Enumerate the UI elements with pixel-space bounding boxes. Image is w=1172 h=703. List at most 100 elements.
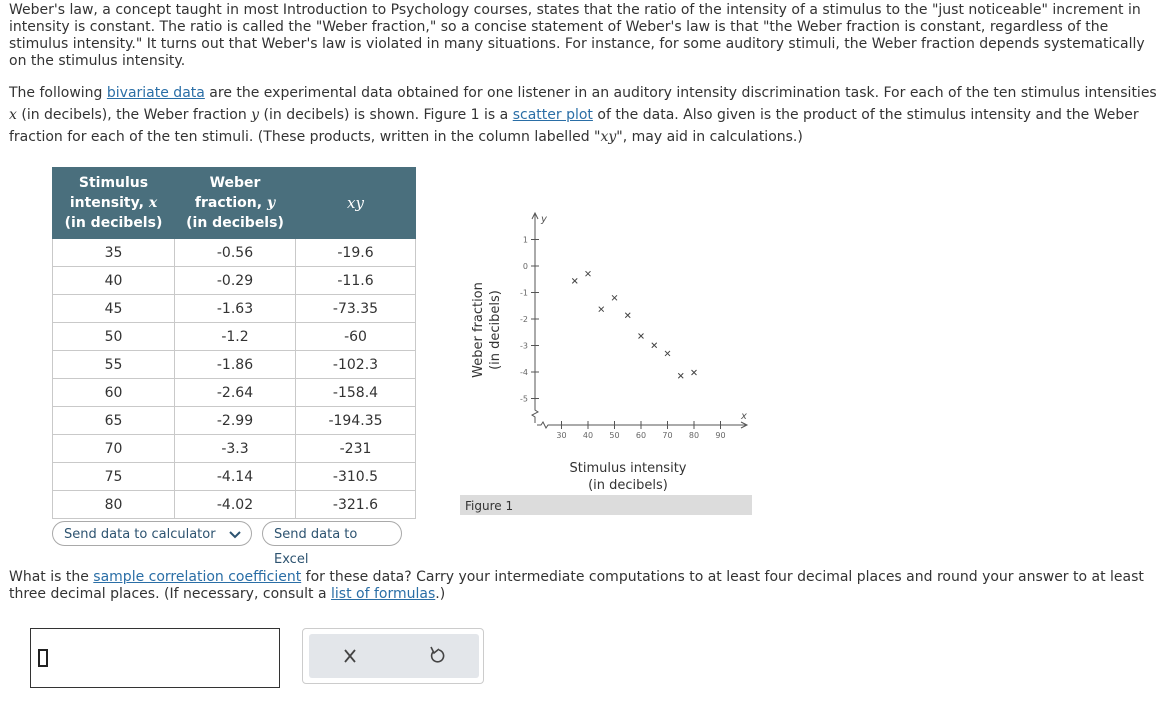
data-point xyxy=(651,342,658,349)
text: of the data. Also given is the product o… xyxy=(9,107,1139,145)
description: The following bivariate data are the exp… xyxy=(9,82,1159,148)
table-cell: -4.14 xyxy=(174,462,296,491)
table-row: 60 -2.64 -158.4 xyxy=(52,378,416,407)
button-label: Send data to Excel xyxy=(274,527,358,567)
header-cell: Weber fraction, y (in decibels) xyxy=(174,167,296,239)
text: are the experimental data obtained for o… xyxy=(204,85,1157,101)
x-axis-symbol: x xyxy=(740,411,747,422)
table-row: 55 -1.86 -102.3 xyxy=(52,350,416,379)
x-tick-label: 50 xyxy=(609,431,619,440)
text: intensity, xyxy=(69,195,149,211)
y-tick-label: -2 xyxy=(520,315,528,324)
data-table: Stimulus intensity, x (in decibels) Weber f… xyxy=(52,167,416,519)
link[interactable]: bivariate data xyxy=(106,85,205,101)
math: y xyxy=(251,107,260,123)
scatter-figure: Figure 1 Weber fraction (in decibels) St… xyxy=(460,211,752,515)
x-tick-label: 80 xyxy=(689,431,699,440)
math: x xyxy=(148,195,158,211)
table-row: 80 -4.02 -321.6 xyxy=(52,490,416,519)
table-row: 70 -3.3 -231 xyxy=(52,434,416,463)
action-bar xyxy=(309,634,479,678)
math: xy xyxy=(600,129,617,145)
table-cell: -1.86 xyxy=(174,350,296,379)
y-tick-label: -5 xyxy=(520,395,528,404)
header-row: Stimulus intensity, x (in decibels) Weber f… xyxy=(52,167,416,239)
data-point xyxy=(664,350,671,357)
table-cell: -4.02 xyxy=(174,490,296,519)
table-row: 65 -2.99 -194.35 xyxy=(52,406,416,435)
table-cell: -102.3 xyxy=(295,350,416,379)
caption-bar xyxy=(460,495,752,515)
x-tick-label: 40 xyxy=(583,431,593,440)
link[interactable]: scatter plot xyxy=(512,107,593,123)
table-cell: -321.6 xyxy=(295,490,416,519)
header-cell: xy xyxy=(295,167,416,239)
math: y xyxy=(266,195,276,211)
clear-button[interactable] xyxy=(344,649,356,663)
math: x xyxy=(9,107,17,123)
text: for these data? Carry your intermediate … xyxy=(9,569,1144,602)
link[interactable]: sample correlation coefficient xyxy=(93,569,302,585)
y-axis-arrow xyxy=(531,211,539,220)
text: The following xyxy=(9,85,107,101)
table-cell: 65 xyxy=(52,406,175,435)
table-cell: 75 xyxy=(52,462,175,491)
table-cell: 50 xyxy=(52,322,175,351)
x-tick-label: 60 xyxy=(636,431,646,440)
action-icons xyxy=(344,646,445,663)
table-cell: -2.64 xyxy=(174,378,296,407)
table-body: 35 -0.56 -19.6 40 -0.29 -11.6 45 -1.63 -73.35 50-… xyxy=(52,238,416,519)
text: .) xyxy=(435,586,446,602)
send-to-excel[interactable]: Send data to Excel xyxy=(262,521,402,567)
table-cell: -158.4 xyxy=(295,378,416,407)
table-cell: 60 xyxy=(52,378,175,407)
text: fraction, xyxy=(194,195,267,211)
text: (in decibels) xyxy=(186,215,284,231)
x-axis xyxy=(537,421,747,429)
data-point xyxy=(585,270,591,277)
link[interactable]: list of formulas xyxy=(331,586,436,602)
x-tick-label: 70 xyxy=(662,431,672,440)
text: ", may aid in calculations.) xyxy=(616,129,803,145)
table-row: 35 -0.56 -19.6 xyxy=(52,238,416,267)
x-tick-label: 30 xyxy=(556,431,566,440)
answer-input[interactable] xyxy=(30,628,280,688)
data-point xyxy=(571,277,578,284)
table-row: 40 -0.29 -11.6 xyxy=(52,266,416,295)
y-axis-label: Weber fraction (in decibels) xyxy=(471,282,503,378)
table-row: 75 -4.14 -310.5 xyxy=(52,462,416,491)
y-tick-label: -1 xyxy=(520,289,528,298)
table-cell: 70 xyxy=(52,434,175,463)
table-cell: -310.5 xyxy=(295,462,416,491)
table-row: 45 -1.63 -73.35 xyxy=(52,294,416,323)
x-label-line: (in decibels) xyxy=(588,478,668,493)
figure-caption: Figure 1 xyxy=(465,499,513,513)
y-label-line: (in decibels) xyxy=(488,290,503,370)
y-tick-label: 0 xyxy=(523,262,528,271)
header-cell: Stimulus intensity, x (in decibels) xyxy=(52,167,175,239)
data-point xyxy=(598,306,605,313)
table-cell: 55 xyxy=(52,350,175,379)
y-tick-label: -3 xyxy=(520,342,528,351)
undo-button[interactable] xyxy=(430,646,445,663)
table-cell: -11.6 xyxy=(295,266,416,295)
send-to-calculator[interactable]: Send data to calculator xyxy=(52,521,252,546)
y-tick-label: 1 xyxy=(523,236,528,245)
text: (in decibels), the Weber fraction xyxy=(16,107,252,123)
cursor-box xyxy=(38,649,48,667)
y-label-line: Weber fraction xyxy=(471,282,486,378)
data-point xyxy=(691,369,697,376)
text: (in decibels) xyxy=(64,215,163,231)
text: What is the xyxy=(9,569,94,585)
table-cell: -1.63 xyxy=(174,294,296,323)
text: (in decibels) is shown. Figure 1 is a xyxy=(259,107,513,123)
chevron xyxy=(229,531,241,539)
text: Stimulus xyxy=(78,175,149,191)
data-point xyxy=(611,294,618,301)
x-axis-arrow xyxy=(740,421,749,429)
data-point xyxy=(638,333,644,339)
table-cell: -73.35 xyxy=(295,294,416,323)
button-label: Send data to calculator xyxy=(64,527,216,542)
table-cell: -0.56 xyxy=(174,238,296,267)
